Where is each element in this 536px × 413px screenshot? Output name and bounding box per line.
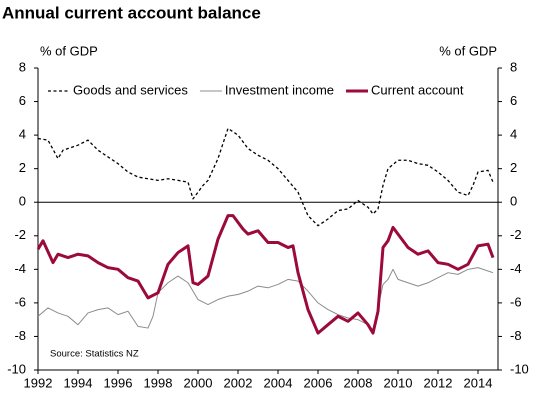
y2-tick-label: -6 <box>510 294 522 309</box>
x-tick-label: 2014 <box>464 375 493 390</box>
x-tick-label: 1992 <box>24 375 53 390</box>
x-tick-label: 2004 <box>264 375 293 390</box>
y-tick-label: -8 <box>14 328 26 343</box>
series-line <box>37 127 494 227</box>
x-tick-label: 1996 <box>104 375 133 390</box>
legend-label: Goods and services <box>73 82 188 97</box>
y-axis-label: % of GDP <box>40 43 98 58</box>
x-tick-label: 2008 <box>344 375 373 390</box>
y-tick-label: 4 <box>19 127 26 142</box>
x-tick-label: 2012 <box>424 375 453 390</box>
legend-label: Current account <box>371 82 464 97</box>
y2-tick-label: 4 <box>510 127 517 142</box>
y2-tick-label: -2 <box>510 227 522 242</box>
legend-label: Investment income <box>225 82 334 97</box>
x-tick-label: 2010 <box>384 375 413 390</box>
y-tick-label: -10 <box>7 361 26 376</box>
y-tick-label: -4 <box>14 261 26 276</box>
x-tick-label: 2006 <box>304 375 333 390</box>
x-tick-label: 1998 <box>144 375 173 390</box>
x-tick-label: 2000 <box>184 375 213 390</box>
x-tick-label: 2002 <box>224 375 253 390</box>
series-line <box>36 214 495 335</box>
y-tick-label: 2 <box>19 160 26 175</box>
y-tick-label: 8 <box>19 59 26 74</box>
source-note: Source: Statistics NZ <box>50 349 139 360</box>
y-tick-label: -6 <box>14 294 26 309</box>
y-tick-label: 0 <box>19 194 26 209</box>
y2-tick-label: 8 <box>510 59 517 74</box>
y-tick-label: -2 <box>14 227 26 242</box>
y2-tick-label: -10 <box>510 361 529 376</box>
y2-axis-label: % of GDP <box>439 43 497 58</box>
y-tick-label: 6 <box>19 93 26 108</box>
y2-tick-label: -4 <box>510 261 522 276</box>
y2-tick-label: 2 <box>510 160 517 175</box>
x-tick-label: 1994 <box>64 375 93 390</box>
chart-title: Annual current account balance <box>2 3 261 22</box>
y2-tick-label: 0 <box>510 194 517 209</box>
series-line <box>37 267 494 331</box>
y2-tick-label: 6 <box>510 93 517 108</box>
y2-tick-label: -8 <box>510 328 522 343</box>
